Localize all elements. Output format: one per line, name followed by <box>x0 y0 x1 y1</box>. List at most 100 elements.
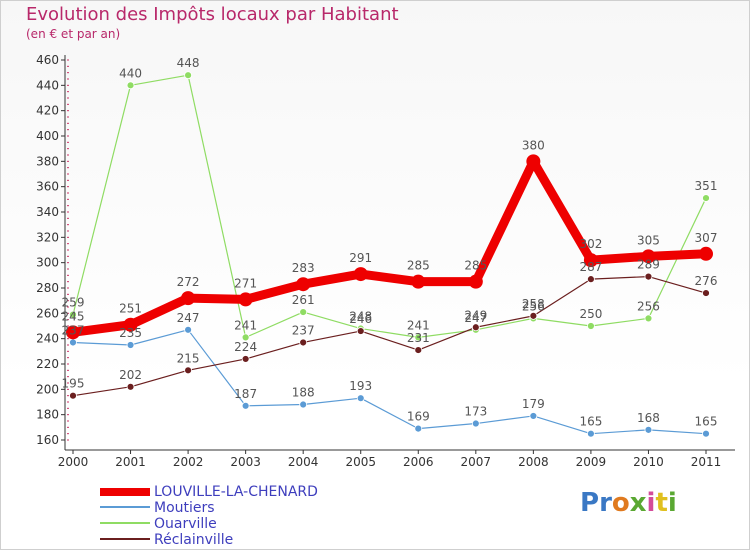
series-line <box>72 276 707 397</box>
chart-subtitle: (en € et par an) <box>26 27 121 41</box>
logo-letter: o <box>611 488 630 518</box>
data-point <box>644 272 653 281</box>
data-point <box>126 81 135 90</box>
data-label: 202 <box>119 368 142 382</box>
y-tick-label: 320 <box>36 230 59 244</box>
data-label: 261 <box>292 293 315 307</box>
data-label: 241 <box>234 318 257 332</box>
x-tick-label: 2007 <box>461 455 492 469</box>
data-label: 307 <box>695 231 718 245</box>
data-label: 224 <box>234 340 257 354</box>
data-label: 351 <box>695 179 718 193</box>
proxiti-logo: Proxiti <box>580 488 677 518</box>
data-point <box>471 419 480 428</box>
logo-letter: r <box>599 488 612 518</box>
data-label: 241 <box>407 318 430 332</box>
data-point <box>644 314 653 323</box>
data-point <box>414 346 423 354</box>
legend-swatch <box>100 506 150 508</box>
data-point <box>296 277 311 292</box>
data-point <box>241 333 250 342</box>
data-label: 187 <box>234 387 257 401</box>
y-tick-label: 160 <box>36 433 59 447</box>
data-point <box>69 338 77 347</box>
data-label: 249 <box>464 308 487 322</box>
data-point <box>184 325 192 334</box>
logo-letter: i <box>667 488 677 518</box>
y-tick-label: 220 <box>36 357 59 371</box>
data-label: 165 <box>579 415 602 429</box>
legend-label: Ouarville <box>154 516 217 532</box>
data-point <box>241 355 250 363</box>
data-point <box>644 425 653 434</box>
data-point <box>587 429 595 438</box>
data-point <box>702 194 710 202</box>
data-point <box>414 333 423 342</box>
data-label: 283 <box>292 261 315 275</box>
x-tick-label: 2006 <box>403 455 434 469</box>
data-label: 251 <box>119 302 142 316</box>
data-point <box>702 289 710 297</box>
data-label: 247 <box>464 311 487 325</box>
series-line <box>72 74 707 338</box>
data-point <box>299 338 308 347</box>
data-point <box>123 317 138 332</box>
data-point <box>126 382 135 391</box>
y-tick-label: 200 <box>36 382 59 396</box>
data-label: 195 <box>62 377 85 391</box>
data-label: 285 <box>407 259 430 273</box>
data-label: 169 <box>407 410 430 424</box>
x-tick-label: 2002 <box>173 455 204 469</box>
data-point <box>184 71 192 80</box>
data-point <box>526 154 541 169</box>
data-label: 305 <box>637 233 660 247</box>
y-tick-label: 420 <box>36 104 59 118</box>
data-point <box>126 341 135 349</box>
data-point <box>238 292 253 307</box>
data-point <box>66 325 80 340</box>
data-point <box>587 275 595 284</box>
data-label: 215 <box>177 351 200 365</box>
legend-swatch <box>100 488 150 496</box>
data-label: 237 <box>62 323 85 337</box>
data-point <box>587 322 595 330</box>
data-label: 259 <box>62 296 85 310</box>
data-label: 256 <box>637 299 660 313</box>
data-label: 193 <box>349 379 372 393</box>
data-label: 235 <box>119 326 142 340</box>
data-label: 258 <box>522 297 545 311</box>
data-label: 276 <box>695 274 718 288</box>
logo-letter: x <box>629 488 647 518</box>
x-tick-label: 2005 <box>345 455 376 469</box>
data-point <box>583 253 598 268</box>
data-point <box>641 249 656 264</box>
legend-swatch <box>100 538 150 540</box>
legend-label: Moutiers <box>154 500 215 516</box>
x-tick-label: 2008 <box>518 455 549 469</box>
data-label: 271 <box>234 276 257 290</box>
data-point <box>299 308 308 316</box>
data-point <box>529 412 538 420</box>
y-tick-label: 260 <box>36 306 59 320</box>
y-tick-label: 380 <box>36 154 59 168</box>
y-tick-label: 360 <box>36 180 59 194</box>
data-label: 231 <box>407 331 430 345</box>
data-point <box>411 274 426 289</box>
data-label: 448 <box>177 56 200 70</box>
data-label: 250 <box>579 307 602 321</box>
data-label: 237 <box>292 323 315 337</box>
data-point <box>468 274 483 289</box>
data-label: 246 <box>349 312 372 326</box>
y-tick-label: 460 <box>36 53 59 67</box>
data-label: 302 <box>579 237 602 251</box>
legend-swatch <box>100 522 150 524</box>
y-tick-label: 400 <box>36 129 59 143</box>
y-tick-label: 440 <box>36 78 59 92</box>
data-point <box>356 327 365 335</box>
data-label: 179 <box>522 397 545 411</box>
data-point <box>241 401 250 410</box>
x-tick-label: 2011 <box>691 455 722 469</box>
data-label: 291 <box>349 251 372 265</box>
data-label: 168 <box>637 411 660 425</box>
data-label: 165 <box>695 415 718 429</box>
